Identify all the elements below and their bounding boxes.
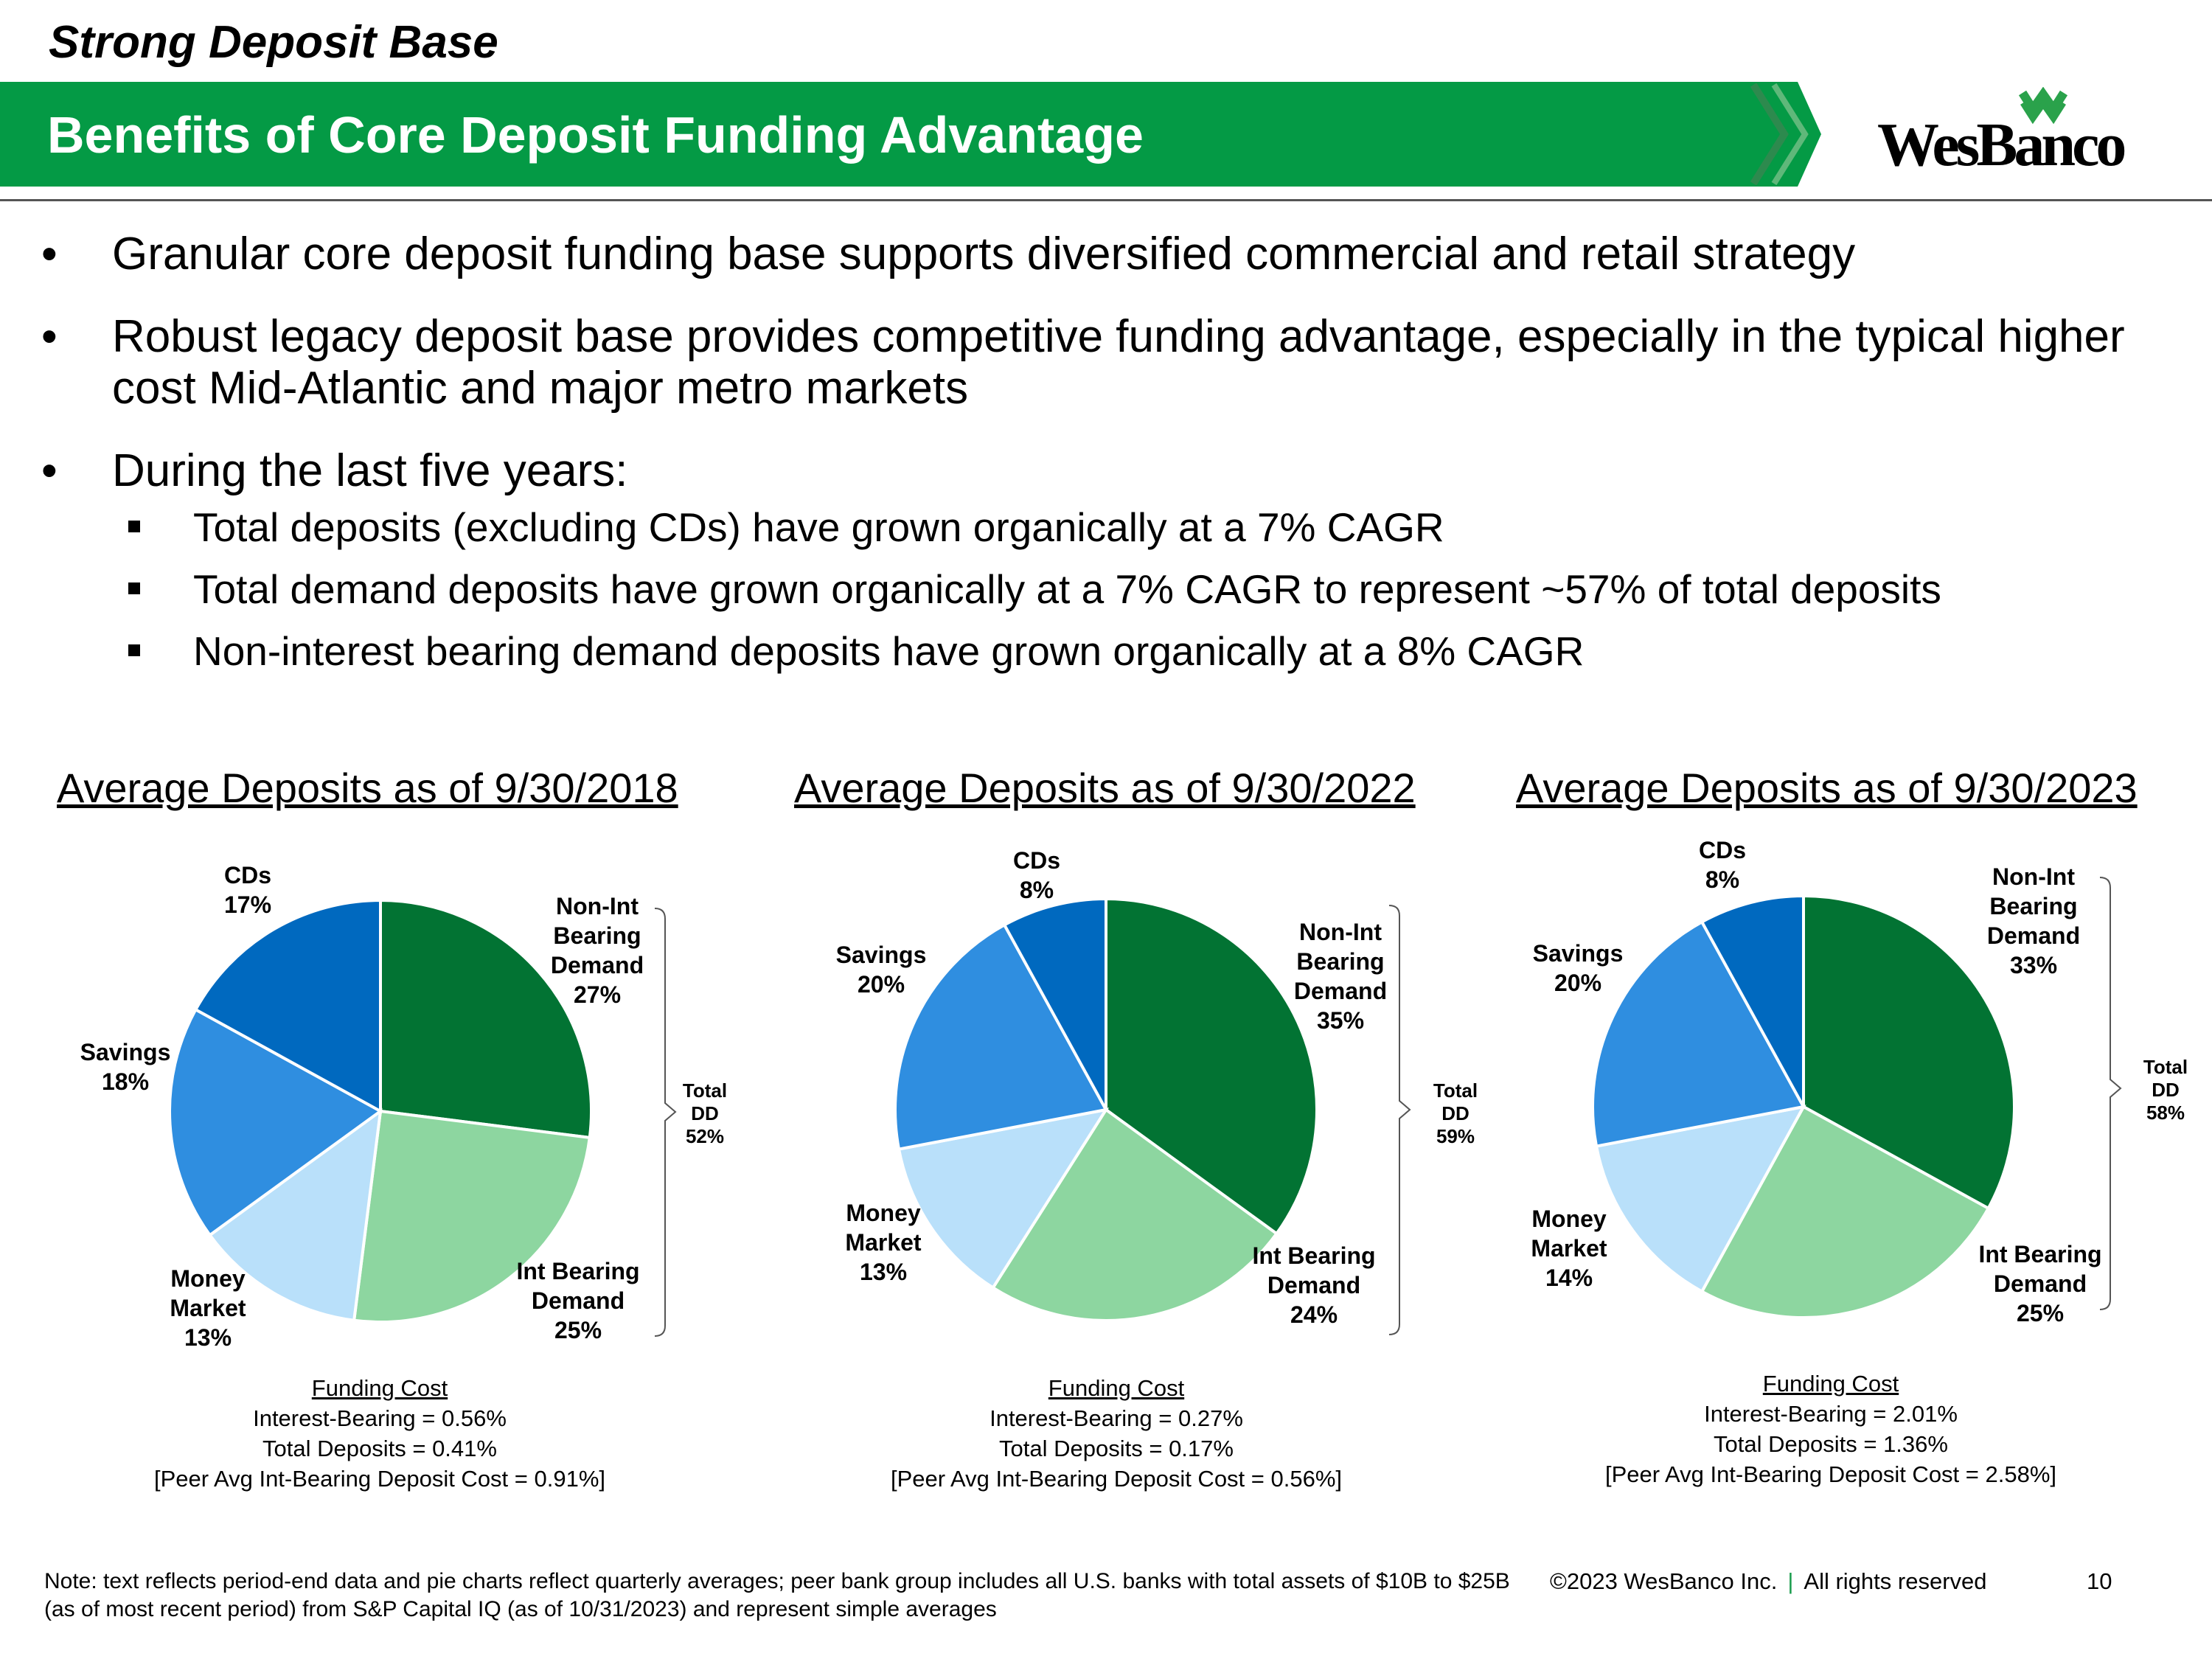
total-dd-label: Total DD 59%: [1433, 1079, 1478, 1147]
bullet-dot: •: [41, 445, 58, 496]
pie-slice-cds: [1002, 897, 1107, 1110]
sub-bullet-item: Total demand deposits have grown organic…: [37, 565, 2175, 613]
bullet-dot: •: [41, 229, 58, 279]
pie-slice-money-market: [897, 1107, 1110, 1290]
funding-cost-heading: Funding Cost: [1048, 1375, 1185, 1401]
chart-title-2018: Average Deposits as of 9/30/2018: [57, 765, 678, 811]
banner-title: Benefits of Core Deposit Funding Advanta…: [47, 106, 1144, 164]
slice-label-savings: Savings 20%: [836, 942, 927, 998]
slice-label-non-int-bearing-demand: Non-Int Bearing Demand 35%: [1294, 919, 1387, 1034]
slice-label-cds: CDs 17%: [224, 862, 271, 918]
slice-label-non-int-bearing-demand: Non-Int Bearing Demand 27%: [551, 893, 644, 1008]
total-dd-bracket: [2099, 877, 2122, 1310]
bullet-text: During the last five years:: [112, 445, 628, 496]
slice-label-savings: Savings 18%: [80, 1039, 171, 1095]
sub-bullet-text: Total deposits (excluding CDs) have grow…: [193, 504, 1444, 550]
slice-label-cds: CDs 8%: [1013, 847, 1060, 903]
footer-copyright: ©2023 WesBanco Inc. | All rights reserved: [1550, 1568, 1987, 1596]
banner-chevron-2: [1771, 83, 1809, 186]
pie-slice-int-bearing-demand: [1700, 1105, 1991, 1319]
funding-cost-line: Total Deposits = 0.17%: [999, 1436, 1234, 1461]
pie-slice-money-market: [207, 1107, 383, 1322]
slice-label-int-bearing-demand: Int Bearing Demand 24%: [1252, 1242, 1375, 1328]
slice-label-money-market: Money Market 13%: [845, 1200, 922, 1285]
sub-bullet-text: Non-interest bearing demand deposits hav…: [193, 628, 1585, 674]
page-number: 10: [2087, 1568, 2112, 1594]
title-banner: [0, 82, 1821, 187]
funding-cost-line: Total Deposits = 1.36%: [1714, 1431, 1948, 1457]
pie-slice-savings: [894, 922, 1109, 1151]
sub-bullet-item: Non-interest bearing demand deposits hav…: [37, 627, 2175, 675]
footer-note: Note: text reflects period-end data and …: [44, 1569, 1510, 1621]
banner-chevron-1: [1750, 83, 1789, 186]
funding-cost-line: [Peer Avg Int-Bearing Deposit Cost = 0.9…: [153, 1466, 606, 1492]
pie-slice-cds: [193, 898, 382, 1114]
funding-cost-line: Interest-Bearing = 2.01%: [1704, 1401, 1958, 1427]
slice-label-int-bearing-demand: Int Bearing Demand 25%: [1978, 1241, 2101, 1326]
logo-wordmark: WesBanco: [1877, 111, 2126, 179]
pie-slice-int-bearing-demand: [990, 1107, 1279, 1322]
pie-slice-savings: [1591, 919, 1806, 1148]
pie-slice-money-market: [1594, 1105, 1806, 1294]
chart-title-2023: Average Deposits as of 9/30/2023: [1516, 765, 2138, 811]
funding-cost-2023: Funding Cost Interest-Bearing = 2.01% To…: [1551, 1368, 2111, 1489]
slice-label-cds: CDs 8%: [1699, 837, 1746, 893]
bullet-list: • Granular core deposit funding base sup…: [37, 229, 2175, 689]
funding-cost-heading: Funding Cost: [1762, 1371, 1899, 1397]
pie-slice-non-int-bearing-demand: [379, 898, 593, 1140]
sub-bullet-square: [128, 644, 140, 656]
funding-cost-line: Total Deposits = 0.41%: [262, 1436, 497, 1461]
sub-bullet-square: [128, 521, 140, 532]
funding-cost-line: [Peer Avg Int-Bearing Deposit Cost = 0.5…: [890, 1466, 1343, 1492]
funding-cost-line: [Peer Avg Int-Bearing Deposit Cost = 2.5…: [1604, 1461, 2057, 1487]
slice-label-int-bearing-demand: Int Bearing Demand 25%: [516, 1258, 639, 1343]
total-dd-bracket: [654, 908, 677, 1337]
pie-slice-non-int-bearing-demand: [1802, 894, 2016, 1211]
sub-bullet-text: Total demand deposits have grown organic…: [193, 566, 1941, 612]
chart-title-2022: Average Deposits as of 9/30/2022: [794, 765, 1416, 811]
rights-text: All rights reserved: [1804, 1568, 1987, 1594]
header-divider: [0, 199, 2212, 201]
total-dd-bracket: [1388, 905, 1411, 1335]
slice-label-non-int-bearing-demand: Non-Int Bearing Demand 33%: [1987, 863, 2080, 978]
slice-label-money-market: Money Market 14%: [1531, 1206, 1607, 1291]
bullet-dot: •: [41, 311, 58, 362]
funding-cost-2018: Funding Cost Interest-Bearing = 0.56% To…: [100, 1373, 660, 1494]
funding-cost-2022: Funding Cost Interest-Bearing = 0.27% To…: [836, 1373, 1397, 1494]
copyright-text: ©2023 WesBanco Inc.: [1550, 1568, 1778, 1594]
bullet-text: Granular core deposit funding base suppo…: [112, 229, 1856, 279]
section-title: Strong Deposit Base: [49, 17, 498, 68]
wesbanco-logo-mark: [2018, 87, 2068, 125]
funding-cost-line: Interest-Bearing = 0.56%: [253, 1405, 507, 1431]
pie-slice-cds: [1700, 894, 1805, 1107]
bullet-item: • Granular core deposit funding base sup…: [37, 229, 2175, 280]
pie-slice-savings: [168, 1007, 383, 1237]
sub-bullet-square: [128, 582, 140, 594]
pie-slice-int-bearing-demand: [352, 1109, 591, 1324]
bullet-item: • Robust legacy deposit base provides co…: [37, 311, 2175, 414]
total-dd-label: Total DD 58%: [2143, 1056, 2188, 1124]
total-dd-label: Total DD 52%: [683, 1079, 727, 1147]
footer-separator: |: [1787, 1568, 1794, 1594]
funding-cost-line: Interest-Bearing = 0.27%: [990, 1405, 1243, 1431]
slice-label-savings: Savings 20%: [1533, 940, 1624, 996]
slice-label-money-market: Money Market 13%: [170, 1265, 246, 1351]
funding-cost-heading: Funding Cost: [311, 1375, 448, 1401]
bullet-text: Robust legacy deposit base provides comp…: [112, 311, 2125, 414]
sub-bullet-item: Total deposits (excluding CDs) have grow…: [37, 503, 2175, 552]
pie-slice-non-int-bearing-demand: [1105, 897, 1318, 1236]
bullet-item: • During the last five years:: [37, 445, 2175, 497]
banner-bar: [0, 82, 1821, 187]
